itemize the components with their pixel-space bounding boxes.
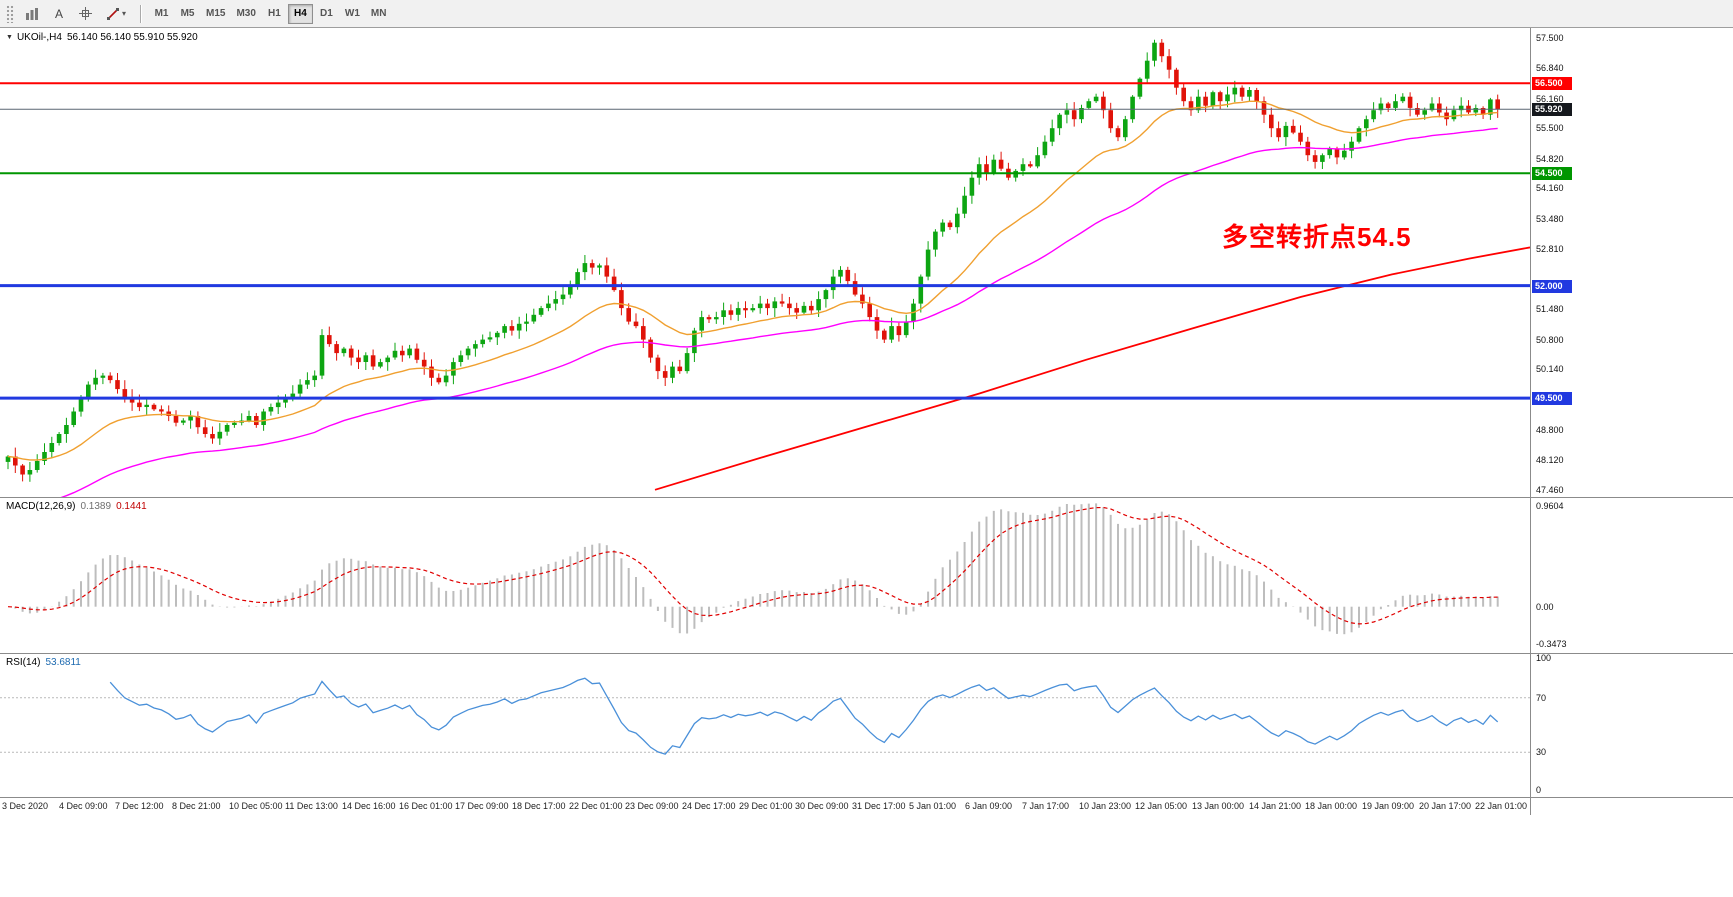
macd-label: MACD(12,26,9) 0.1389 0.1441 bbox=[6, 501, 147, 512]
price-tick: 50.800 bbox=[1536, 334, 1564, 345]
symbol-marker-icon: ▼ bbox=[6, 34, 13, 41]
rsi-axis-0: 0 bbox=[1536, 785, 1542, 795]
price-badge: 56.500 bbox=[1532, 77, 1572, 91]
price-tick: 50.140 bbox=[1536, 364, 1564, 375]
rsi-axis-30: 30 bbox=[1536, 747, 1547, 758]
panel-separator[interactable] bbox=[0, 653, 1733, 654]
toolbar-drag-handle[interactable] bbox=[6, 4, 14, 23]
price-tick: 51.480 bbox=[1536, 304, 1564, 314]
crosshair-tool-button[interactable] bbox=[72, 3, 99, 25]
time-axis-label[interactable]: 5 Jan 01:00 bbox=[909, 801, 957, 811]
time-axis-label[interactable]: 3 Dec 2020 bbox=[2, 801, 49, 811]
price-axis[interactable]: 57.500 56.840 56.160 55.500 54.820 54.160 53.4… bbox=[1530, 27, 1733, 815]
time-axis-label[interactable]: 10 Jan 23:00 bbox=[1079, 801, 1132, 811]
time-axis-label[interactable]: 22 Jan 01:00 bbox=[1475, 801, 1528, 811]
timeframe-h1[interactable]: H1 bbox=[262, 4, 287, 24]
crosshair-icon bbox=[79, 7, 92, 20]
time-axis-label[interactable]: 18 Jan 00:00 bbox=[1305, 801, 1358, 811]
time-axis-label[interactable]: 4 Dec 09:00 bbox=[59, 801, 108, 811]
symbol-title: UKOil-,H4 bbox=[16, 32, 62, 43]
price-tick: 53.480 bbox=[1536, 214, 1564, 225]
time-axis-label[interactable]: 31 Dec 17:00 bbox=[852, 801, 906, 811]
time-axis-label[interactable]: 14 Jan 21:00 bbox=[1249, 801, 1302, 811]
macd-axis-min: -0.3473 bbox=[1536, 639, 1567, 649]
main-chart-canvas[interactable] bbox=[0, 27, 1530, 497]
macd-axis-zero: 0.00 bbox=[1536, 601, 1554, 612]
timeframe-m5[interactable]: M5 bbox=[175, 4, 200, 24]
macd-name: MACD(12,26,9) bbox=[6, 501, 76, 512]
time-axis-label[interactable]: 12 Jan 05:00 bbox=[1135, 801, 1188, 811]
time-axis-label[interactable]: 29 Dec 01:00 bbox=[739, 801, 793, 811]
time-axis-label[interactable]: 13 Jan 00:00 bbox=[1192, 801, 1245, 811]
price-badge: 55.920 bbox=[1532, 103, 1572, 117]
chart-bars-icon bbox=[26, 7, 38, 20]
cursor-tool-button[interactable]: A bbox=[47, 3, 71, 25]
charts-grid-icon[interactable] bbox=[18, 3, 46, 25]
chevron-down-icon: ▾ bbox=[122, 9, 127, 18]
time-axis-label[interactable]: 8 Dec 21:00 bbox=[172, 801, 221, 811]
time-axis-label[interactable]: 16 Dec 01:00 bbox=[399, 801, 453, 811]
price-tick: 52.810 bbox=[1536, 244, 1564, 255]
price-tick: 48.800 bbox=[1536, 424, 1564, 435]
timeframe-group: M1 M5 M15 M30 H1 H4 D1 W1 MN bbox=[149, 3, 392, 24]
time-axis-label[interactable]: 30 Dec 09:00 bbox=[795, 801, 849, 811]
time-axis-label[interactable]: 7 Dec 12:00 bbox=[115, 801, 164, 811]
time-axis-label[interactable]: 23 Dec 09:00 bbox=[625, 801, 679, 811]
chart-title: ▼ UKOil-,H4 56.140 56.140 55.910 55.920 bbox=[6, 32, 198, 43]
time-axis-label[interactable]: 19 Jan 09:00 bbox=[1362, 801, 1415, 811]
cursor-tool-label: A bbox=[54, 6, 63, 21]
toolbar: A ▾ M1 M5 M15 M30 H1 H4 D1 W1 MN bbox=[0, 0, 1733, 28]
macd-signal-value: 0.1441 bbox=[116, 501, 147, 512]
time-axis-label[interactable]: 17 Dec 09:00 bbox=[455, 801, 509, 811]
rsi-label: RSI(14) 53.6811 bbox=[6, 657, 81, 668]
price-tick: 54.160 bbox=[1536, 183, 1564, 194]
time-axis-label[interactable]: 6 Jan 09:00 bbox=[965, 801, 1013, 811]
price-tick: 47.460 bbox=[1536, 484, 1564, 495]
rsi-axis-70: 70 bbox=[1536, 692, 1547, 703]
chart-window: 57.500 56.840 56.160 55.500 54.820 54.160 53.4… bbox=[0, 27, 1733, 815]
rsi-axis-100: 100 bbox=[1536, 653, 1552, 663]
chart-annotation: 多空转折点54.5 bbox=[1222, 222, 1412, 252]
price-tick: 57.500 bbox=[1536, 33, 1564, 44]
macd-axis-max: 0.9604 bbox=[1536, 501, 1564, 511]
price-badge: 52.000 bbox=[1532, 279, 1572, 293]
price-tick: 48.120 bbox=[1536, 455, 1564, 466]
time-axis-label[interactable]: 10 Dec 05:00 bbox=[229, 801, 283, 811]
timeframe-h4[interactable]: H4 bbox=[287, 3, 313, 24]
price-tick: 56.840 bbox=[1536, 62, 1564, 73]
timeframe-m15[interactable]: M15 bbox=[201, 4, 230, 24]
timeframe-m1[interactable]: M1 bbox=[149, 4, 174, 24]
line-tools-button[interactable]: ▾ bbox=[100, 3, 133, 25]
time-axis-label[interactable]: 20 Jan 17:00 bbox=[1419, 801, 1472, 811]
panel-separator bbox=[0, 797, 1733, 798]
price-tick: 54.820 bbox=[1536, 153, 1564, 164]
rsi-name: RSI(14) bbox=[6, 657, 41, 668]
time-axis-label[interactable]: 14 Dec 16:00 bbox=[342, 801, 396, 811]
timeframe-w1[interactable]: W1 bbox=[340, 4, 365, 24]
timeframe-m30[interactable]: M30 bbox=[231, 4, 260, 24]
time-axis-label[interactable]: 18 Dec 17:00 bbox=[512, 801, 566, 811]
price-badge: 49.500 bbox=[1532, 392, 1572, 406]
price-tick: 56.160 bbox=[1536, 93, 1564, 104]
ohlc-values: 56.140 56.140 55.910 55.920 bbox=[66, 32, 198, 43]
timeframe-d1[interactable]: D1 bbox=[314, 4, 339, 24]
time-axis-label[interactable]: 11 Dec 13:00 bbox=[285, 801, 338, 811]
price-tick: 55.500 bbox=[1536, 123, 1564, 134]
rsi-indicator-canvas[interactable] bbox=[0, 653, 1530, 797]
panel-separator[interactable] bbox=[0, 497, 1733, 498]
timeframe-mn[interactable]: MN bbox=[366, 4, 392, 24]
price-badge: 54.500 bbox=[1532, 167, 1572, 181]
macd-indicator-canvas[interactable] bbox=[0, 497, 1530, 653]
toolbar-separator bbox=[140, 4, 143, 23]
rsi-value: 53.6811 bbox=[45, 657, 81, 668]
time-axis-label[interactable]: 7 Jan 17:00 bbox=[1022, 801, 1070, 811]
macd-main-value: 0.1389 bbox=[80, 501, 112, 512]
time-axis-label[interactable]: 24 Dec 17:00 bbox=[682, 801, 736, 811]
line-tools-icon bbox=[107, 7, 119, 20]
time-axis-label[interactable]: 22 Dec 01:00 bbox=[569, 801, 623, 811]
